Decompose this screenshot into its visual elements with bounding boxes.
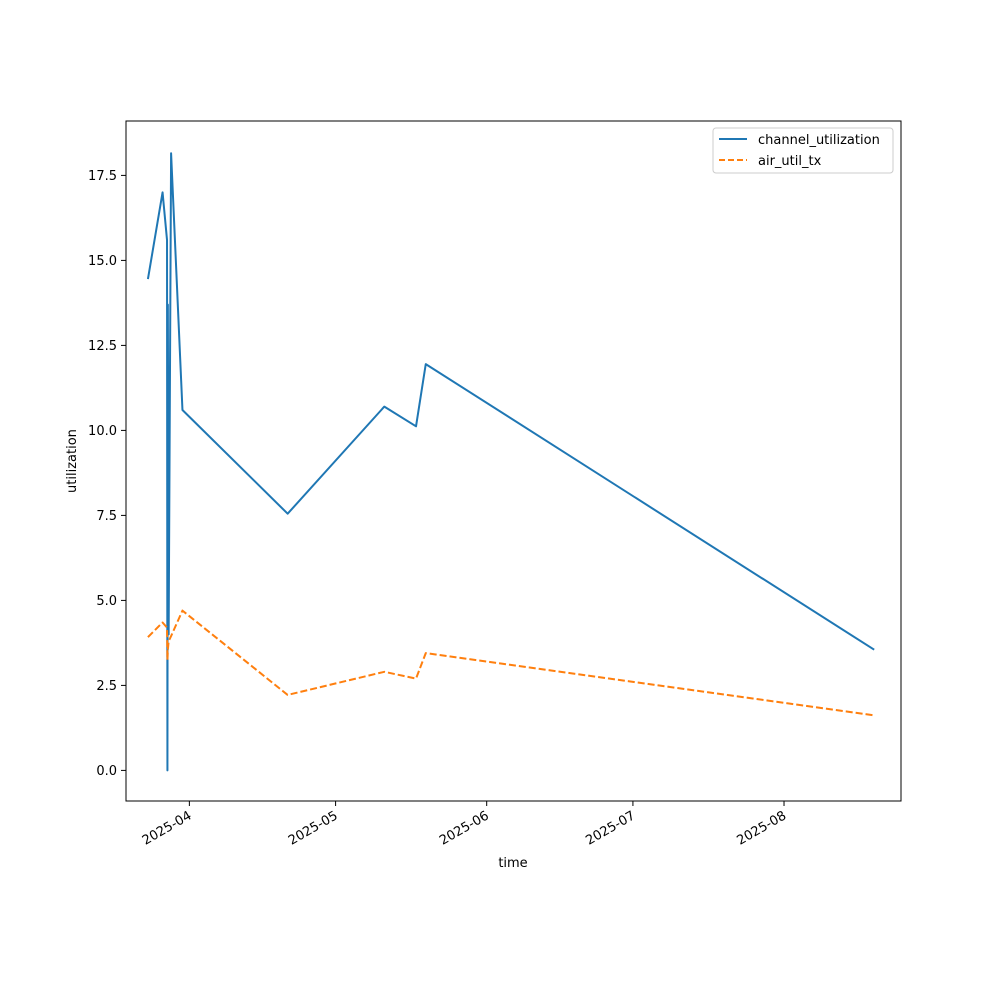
y-axis-label: utilization [65,429,80,493]
series-lines [146,152,875,772]
y-tick-label: 2.5 [96,679,117,694]
plot-frame [125,120,902,802]
y-tick-label: 0.0 [96,764,117,779]
legend: channel_utilization air_util_tx [712,127,894,174]
y-tick-label: 15.0 [88,254,117,269]
legend-box [712,127,894,174]
y-tick-label: 5.0 [96,594,117,609]
y-tick-label: 10.0 [88,424,117,439]
legend-label-channel-utilization: channel_utilization [758,133,880,148]
x-axis-label: time [498,856,527,871]
series-line-air-util-tx [147,609,875,717]
series-line-channel-utilization [146,152,875,772]
legend-label-air-util-tx: air_util_tx [758,154,822,169]
y-axis-ticks: 0.0 2.5 5.0 7.5 10.0 12.5 15.0 17.5 [88,169,126,779]
y-tick-label: 17.5 [88,169,117,184]
y-tick-label: 7.5 [96,509,117,524]
y-tick-label: 12.5 [88,339,117,354]
